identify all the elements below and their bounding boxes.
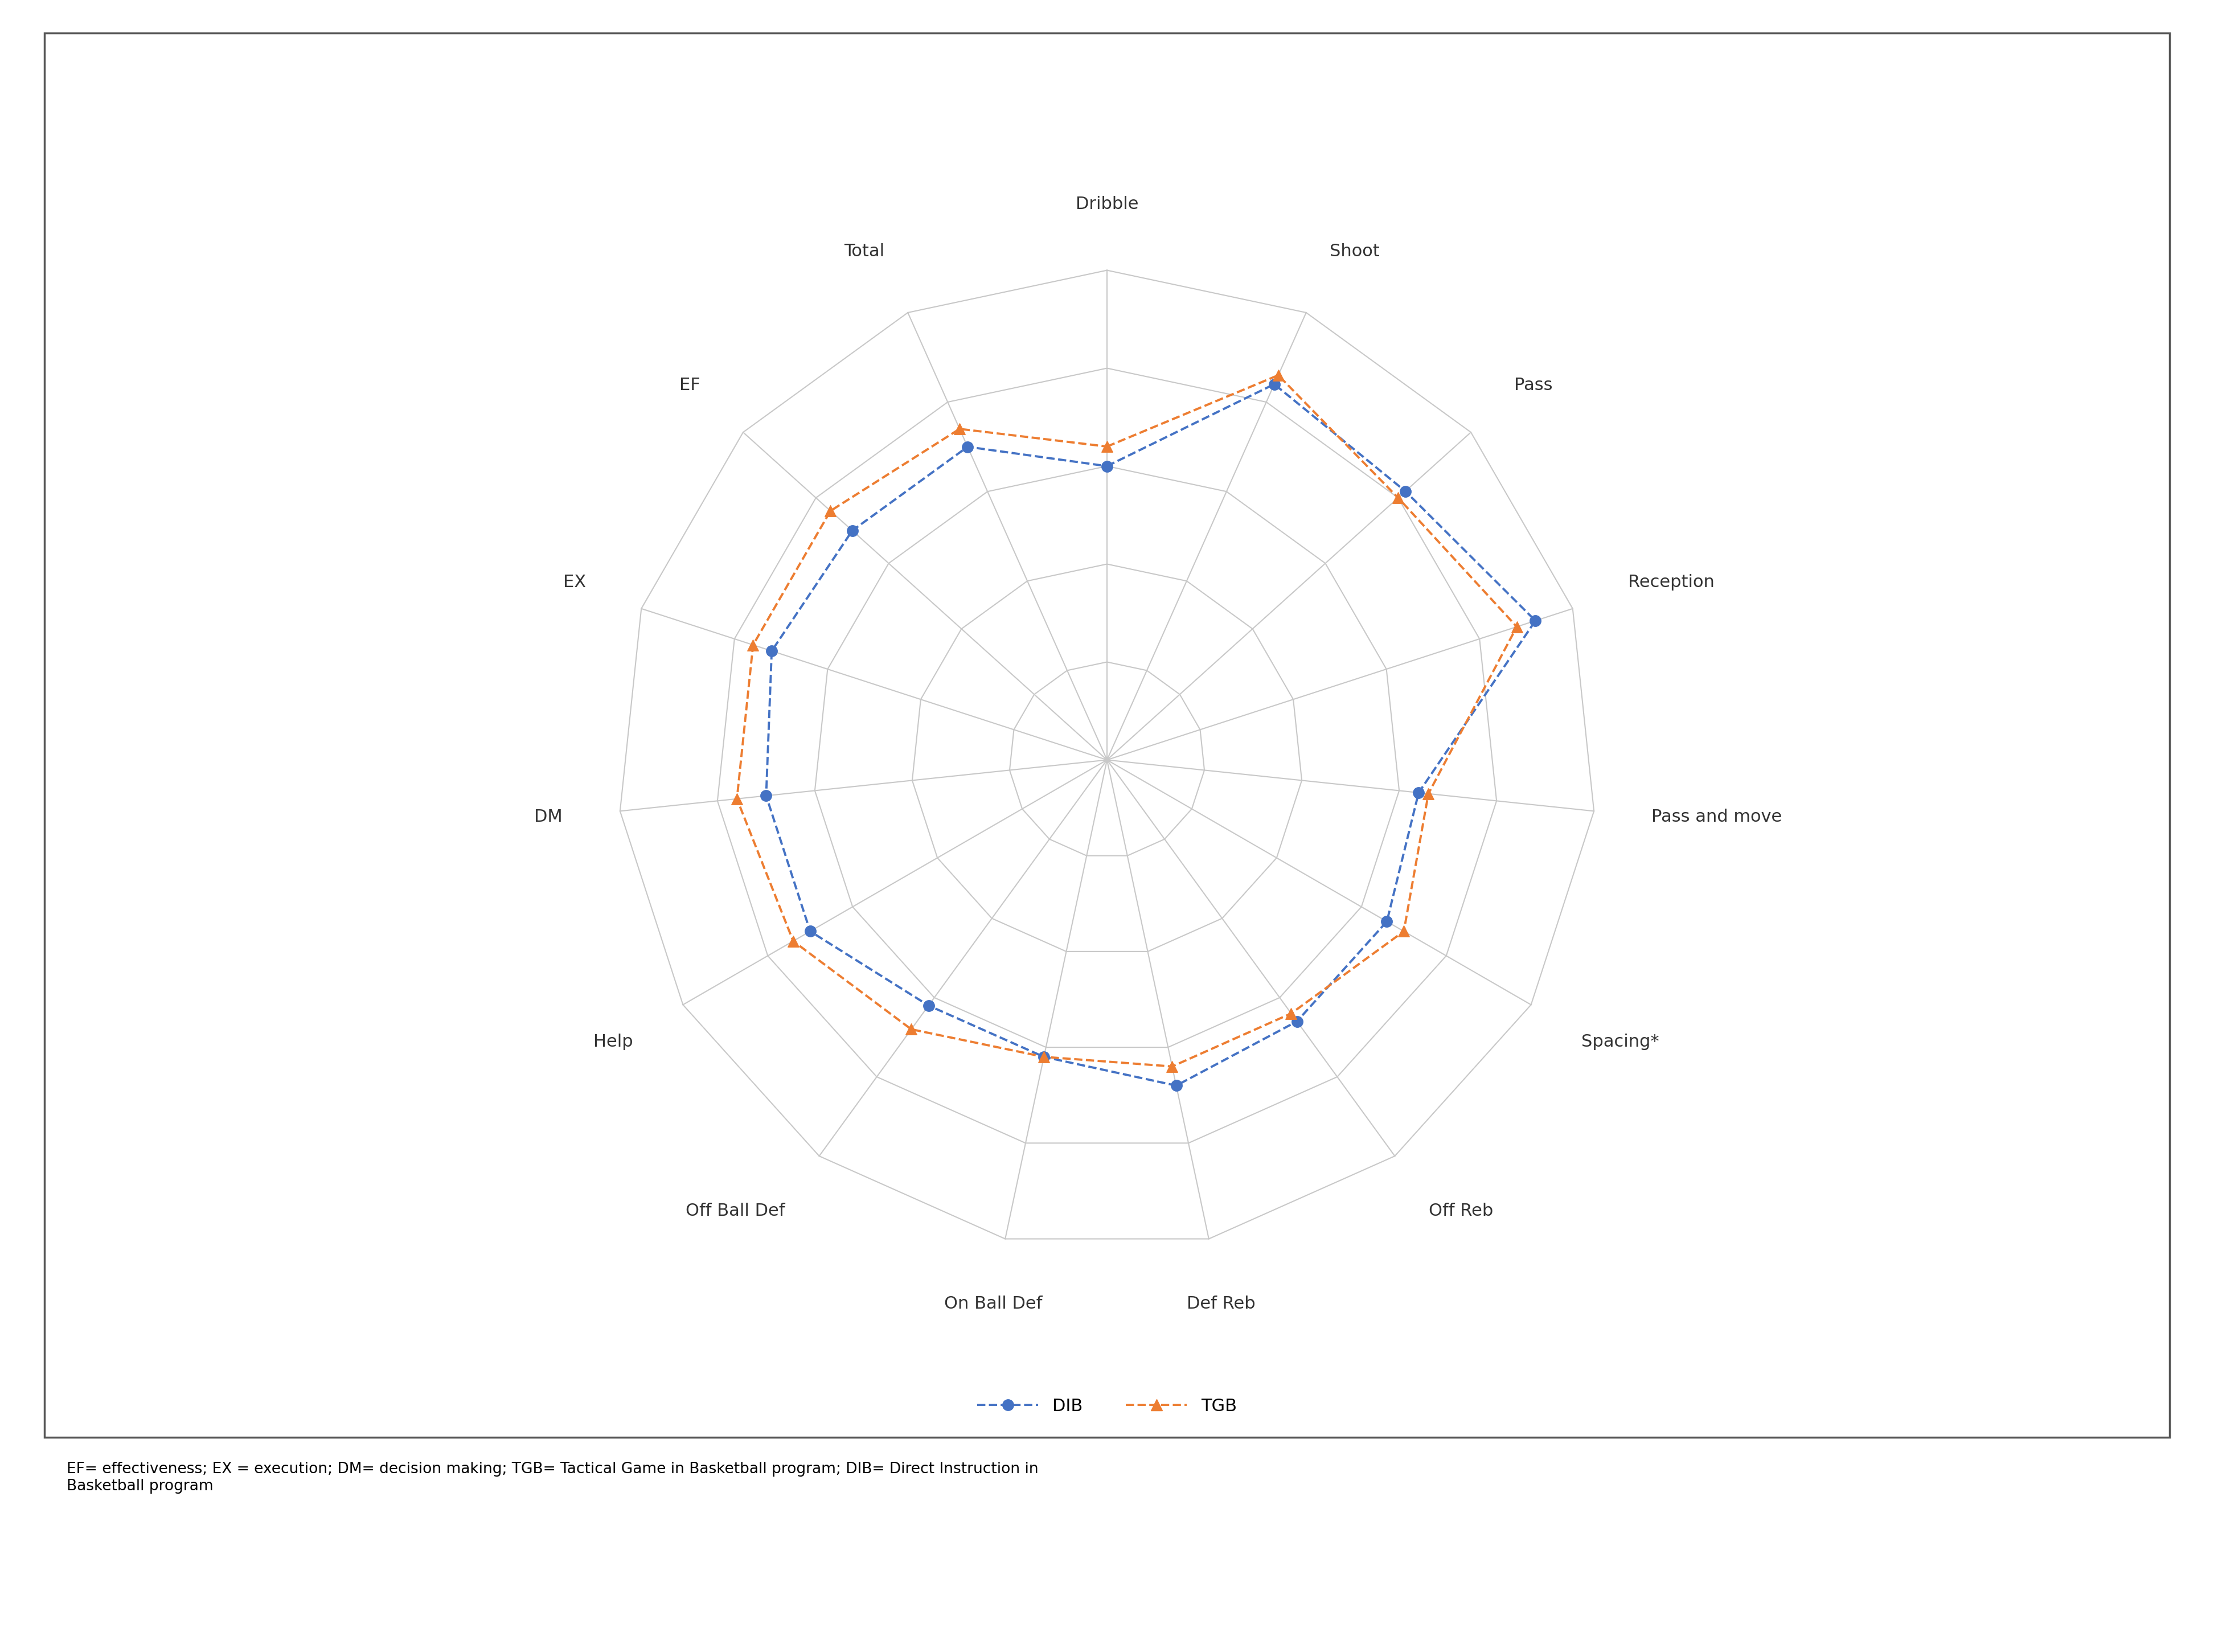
Legend: DIB, TGB: DIB, TGB <box>970 1391 1244 1421</box>
Point <box>755 638 790 664</box>
Point <box>894 1016 930 1042</box>
Point <box>1401 780 1437 806</box>
Text: Off Reb: Off Reb <box>1428 1203 1494 1219</box>
Text: EF: EF <box>680 377 700 393</box>
Point <box>720 786 755 813</box>
Point <box>735 631 770 657</box>
Text: Def Reb: Def Reb <box>1187 1295 1255 1312</box>
Point <box>1258 372 1293 398</box>
Point <box>1388 477 1424 504</box>
Text: Reception: Reception <box>1627 575 1714 591</box>
Point <box>1379 484 1415 510</box>
Text: Off Ball Def: Off Ball Def <box>686 1203 786 1219</box>
Point <box>1386 919 1421 945</box>
Text: Spacing*: Spacing* <box>1581 1034 1658 1051</box>
Point <box>835 517 870 544</box>
Text: Total: Total <box>844 243 883 259</box>
Point <box>910 993 945 1019</box>
Point <box>1280 1008 1315 1034</box>
Point <box>1368 909 1404 935</box>
Text: Dribble: Dribble <box>1076 197 1138 211</box>
Point <box>813 497 848 524</box>
Point <box>1260 362 1295 388</box>
Text: Pass: Pass <box>1514 377 1552 393</box>
Text: EX: EX <box>562 575 587 591</box>
Text: EF= effectiveness; EX = execution; DM= decision making; TGB= Tactical Game in Ba: EF= effectiveness; EX = execution; DM= d… <box>66 1462 1038 1493</box>
Point <box>1025 1044 1061 1070</box>
Point <box>1273 999 1308 1026</box>
Point <box>950 433 985 459</box>
Point <box>1410 780 1446 806</box>
Text: On Ball Def: On Ball Def <box>943 1295 1043 1312</box>
Point <box>748 783 784 809</box>
Point <box>1153 1054 1189 1080</box>
Text: DM: DM <box>534 809 562 826</box>
Point <box>793 919 828 945</box>
Point <box>941 416 976 443</box>
Text: Shoot: Shoot <box>1331 243 1379 259</box>
Text: Pass and move: Pass and move <box>1652 809 1782 826</box>
Point <box>775 928 810 955</box>
Point <box>1089 433 1125 459</box>
Point <box>1025 1044 1061 1070</box>
Point <box>1089 453 1125 479</box>
Point <box>1158 1072 1193 1099</box>
Point <box>1499 613 1534 639</box>
Point <box>1519 608 1554 634</box>
Text: Help: Help <box>593 1034 633 1051</box>
